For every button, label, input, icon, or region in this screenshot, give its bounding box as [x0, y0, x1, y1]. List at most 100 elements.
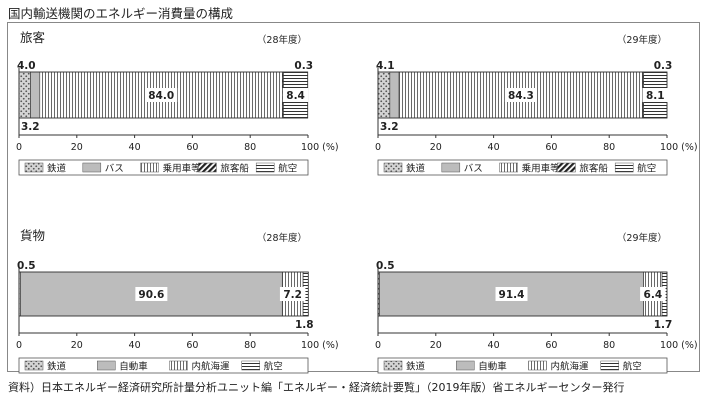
legend-swatch-旅客船 — [198, 162, 217, 173]
legend-swatch-旅客船 — [557, 162, 576, 173]
legend-swatch-航空 — [255, 162, 275, 173]
bar-segment-鉄道 — [18, 71, 31, 119]
legend-label-内航海運: 内航海運 — [551, 361, 590, 373]
legend-label-航空: 航空 — [623, 361, 642, 373]
legend-swatch-内航海運 — [528, 360, 547, 371]
x-tick-label: 40 — [488, 142, 500, 153]
value-label-旅客船: 0.3 — [654, 60, 673, 72]
legend-label-バス: バス — [105, 164, 124, 175]
value-label-自動車-bg — [495, 287, 528, 301]
legend-label-乗用車等: 乗用車等 — [522, 163, 561, 175]
value-label-内航海運: 7.2 — [283, 289, 302, 301]
legend-swatch-航空 — [241, 360, 260, 371]
value-label-航空: 8.1 — [646, 90, 665, 102]
legend-label-航空: 航空 — [637, 163, 656, 175]
value-label-鉄道: 0.5 — [376, 260, 395, 272]
legend-swatch-バス — [82, 162, 102, 173]
value-label-乗用車等: 84.3 — [508, 90, 534, 102]
legend-box — [377, 357, 668, 374]
legend-box — [18, 357, 309, 374]
year-label: （28年度） — [257, 34, 307, 46]
x-tick-label: 100 (%) — [301, 340, 339, 351]
legend-swatch-航空 — [600, 360, 619, 371]
value-label-内航海運-bg — [640, 287, 666, 301]
x-tick-label: 0 — [16, 340, 22, 351]
value-label-航空-bg — [282, 88, 309, 102]
value-label-乗用車等-bg — [504, 88, 537, 102]
value-label-航空: 1.7 — [654, 319, 673, 331]
year-label: （29年度） — [617, 34, 667, 46]
legend-swatch-自動車 — [456, 360, 475, 371]
x-tick-label: 20 — [71, 142, 83, 153]
source-note: 資料）日本エネルギー経済研究所計量分析ユニット編「エネルギー・経済統計要覧」（2… — [8, 381, 625, 394]
x-tick-label: 20 — [430, 142, 442, 153]
chart-panel-1: （29年度） 0 20 40 60 80 100 (%) 4.1 3.2 84.3 0.3 8.1 鉄道… — [375, 34, 698, 176]
legend-swatch-バス — [441, 162, 461, 173]
legend-swatch-乗用車等 — [140, 162, 159, 173]
value-label-自動車: 91.4 — [499, 289, 525, 301]
value-label-自動車-bg — [135, 287, 168, 301]
legend-label-旅客船: 旅客船 — [220, 163, 249, 175]
legend-label-鉄道: 鉄道 — [47, 163, 67, 175]
x-tick-label: 80 — [603, 340, 615, 351]
legend-label-自動車: 自動車 — [478, 361, 507, 373]
x-tick-label: 60 — [186, 340, 198, 351]
x-tick-label: 60 — [186, 142, 198, 153]
x-tick-label: 40 — [488, 340, 500, 351]
legend-label-航空: 航空 — [264, 361, 283, 373]
x-tick-label: 100 (%) — [660, 340, 698, 351]
value-label-内航海運: 6.4 — [644, 289, 663, 301]
value-label-乗用車等: 84.0 — [148, 90, 174, 102]
legend-swatch-自動車 — [97, 360, 116, 371]
legend-swatch-鉄道 — [24, 360, 44, 371]
legend-swatch-航空 — [614, 162, 634, 173]
x-tick-label: 100 (%) — [301, 142, 339, 153]
x-tick-label: 0 — [375, 142, 381, 153]
legend-label-鉄道: 鉄道 — [47, 361, 67, 373]
bar-outline — [18, 271, 309, 317]
legend-swatch-乗用車等 — [499, 162, 518, 173]
section-title-passenger: 旅客 — [20, 30, 46, 45]
bar-segment-鉄道 — [377, 71, 391, 119]
value-label-鉄道: 4.1 — [376, 60, 395, 72]
x-tick-label: 0 — [375, 340, 381, 351]
x-tick-label: 0 — [16, 142, 22, 153]
x-tick-label: 20 — [71, 340, 83, 351]
x-tick-label: 40 — [129, 142, 141, 153]
value-label-バス: 3.2 — [21, 121, 40, 133]
value-label-航空: 8.4 — [286, 90, 305, 102]
legend-label-乗用車等: 乗用車等 — [163, 163, 202, 175]
year-label: （28年度） — [257, 232, 307, 244]
x-tick-label: 80 — [244, 340, 256, 351]
legend-swatch-内航海運 — [169, 360, 188, 371]
legend-label-航空: 航空 — [278, 163, 297, 175]
value-label-乗用車等-bg — [145, 88, 178, 102]
value-label-鉄道: 0.5 — [17, 260, 36, 272]
legend-label-内航海運: 内航海運 — [192, 361, 231, 373]
value-label-内航海運-bg — [279, 287, 306, 301]
chart-panel-3: （29年度） 0 20 40 60 80 100 (%) 0.5 91.4 6.4 1.7 鉄道 自動車… — [375, 232, 698, 374]
chart-panel-0: （28年度） 0 20 40 60 80 100 (%) 4.0 3.2 84.0 0.3 8.4 鉄道… — [16, 34, 339, 176]
value-label-自動車: 90.6 — [138, 289, 164, 301]
legend-label-自動車: 自動車 — [119, 361, 148, 373]
section-title-freight: 貨物 — [20, 228, 45, 243]
bar-segment-バス — [30, 71, 41, 119]
x-tick-label: 80 — [244, 142, 256, 153]
year-label: （29年度） — [617, 232, 667, 244]
value-label-鉄道: 4.0 — [17, 60, 36, 72]
bar-segment-バス — [389, 71, 400, 119]
value-label-航空-bg — [642, 88, 669, 102]
chart-panel-2: （28年度） 0 20 40 60 80 100 (%) 0.5 90.6 7.2 1.8 鉄道 自動車… — [16, 232, 339, 374]
legend-label-旅客船: 旅客船 — [579, 163, 608, 175]
legend-label-鉄道: 鉄道 — [406, 361, 426, 373]
legend-label-鉄道: 鉄道 — [406, 163, 426, 175]
legend-swatch-鉄道 — [24, 162, 44, 173]
x-tick-label: 20 — [430, 340, 442, 351]
legend-label-バス: バス — [464, 164, 483, 175]
x-tick-label: 40 — [129, 340, 141, 351]
x-tick-label: 60 — [545, 340, 557, 351]
legend-swatch-鉄道 — [383, 162, 403, 173]
legend-swatch-鉄道 — [383, 360, 403, 371]
